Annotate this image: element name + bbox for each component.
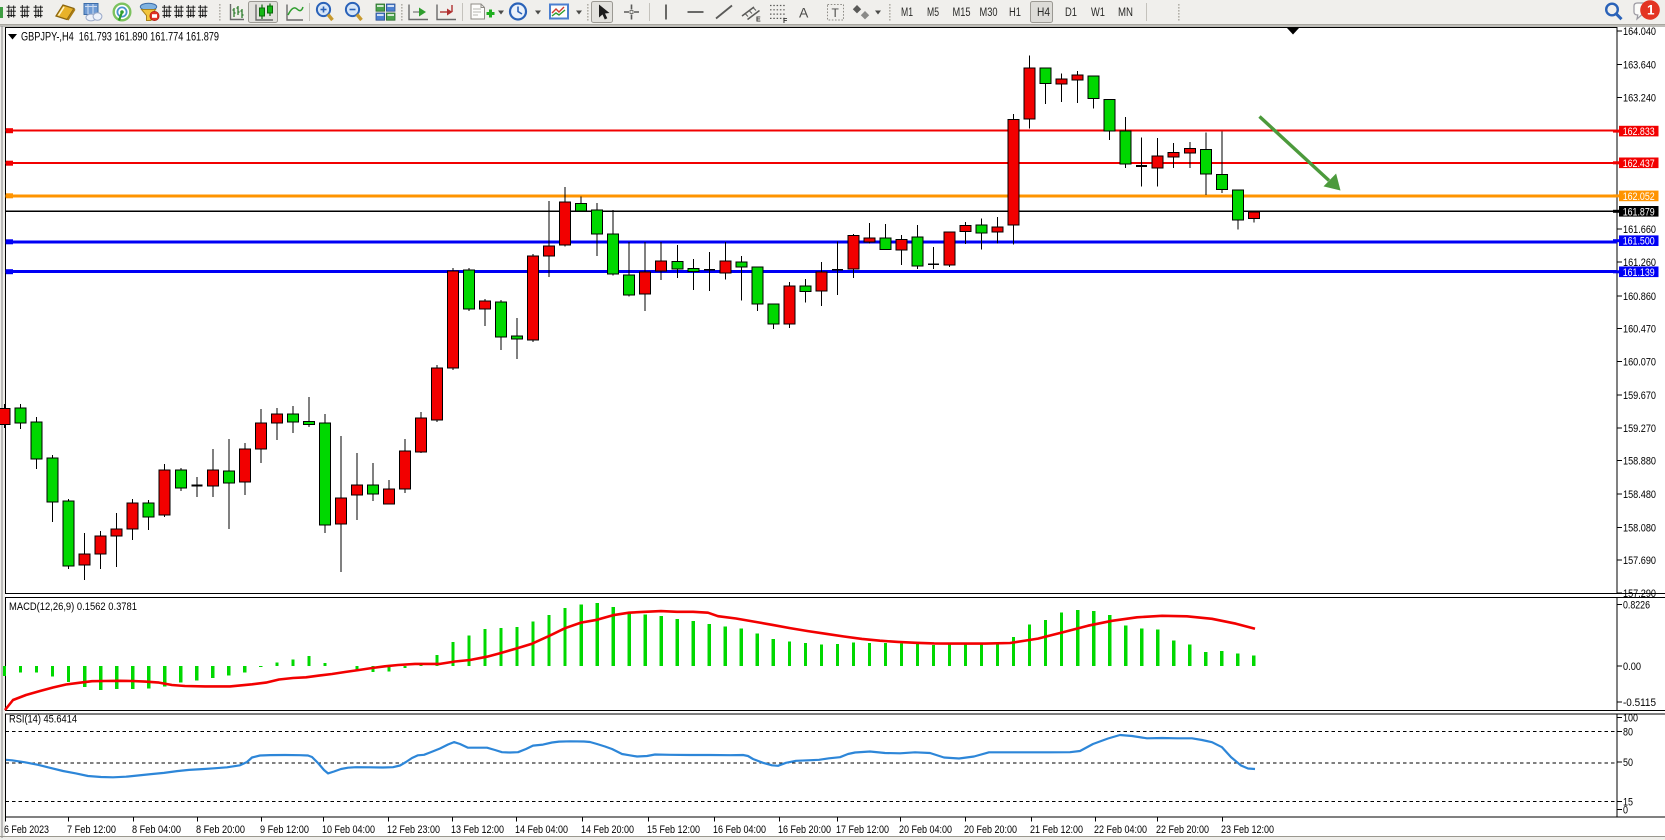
svg-text:22 Feb 04:00: 22 Feb 04:00 <box>1094 824 1147 836</box>
svg-text:163.640: 163.640 <box>1623 59 1656 71</box>
svg-text:158.880: 158.880 <box>1623 456 1656 468</box>
svg-text:161.660: 161.660 <box>1623 224 1656 236</box>
svg-text:161.139: 161.139 <box>1623 267 1655 279</box>
svg-text:-0.5115: -0.5115 <box>1623 697 1656 709</box>
svg-text:E: E <box>756 17 761 24</box>
svg-text:157.290: 157.290 <box>1623 588 1656 600</box>
svg-text:50: 50 <box>1623 757 1633 769</box>
svg-text:0.00: 0.00 <box>1623 661 1641 673</box>
svg-text:17 Feb 12:00: 17 Feb 12:00 <box>836 824 889 836</box>
svg-text:159.270: 159.270 <box>1623 423 1656 435</box>
svg-text:14 Feb 04:00: 14 Feb 04:00 <box>515 824 568 836</box>
svg-text:7 Feb 12:00: 7 Feb 12:00 <box>67 824 116 836</box>
svg-text:9 Feb 12:00: 9 Feb 12:00 <box>260 824 309 836</box>
svg-text:163.240: 163.240 <box>1623 93 1656 105</box>
svg-text:MACD(12,26,9) 0.1562 0.3781: MACD(12,26,9) 0.1562 0.3781 <box>9 601 137 613</box>
svg-text:20 Feb 20:00: 20 Feb 20:00 <box>964 824 1017 836</box>
svg-text:164.040: 164.040 <box>1623 26 1656 38</box>
svg-text:RSI(14) 45.6414: RSI(14) 45.6414 <box>9 714 77 726</box>
svg-text:23 Feb 12:00: 23 Feb 12:00 <box>1221 824 1274 836</box>
svg-text:A: A <box>799 5 809 21</box>
svg-text:M5: M5 <box>927 7 939 19</box>
svg-text:161.500: 161.500 <box>1623 236 1655 248</box>
svg-text:21 Feb 12:00: 21 Feb 12:00 <box>1030 824 1083 836</box>
svg-text:6 Feb 2023: 6 Feb 2023 <box>4 824 49 836</box>
svg-text:16 Feb 04:00: 16 Feb 04:00 <box>713 824 766 836</box>
svg-text:161.879: 161.879 <box>1623 206 1655 218</box>
svg-text:13 Feb 12:00: 13 Feb 12:00 <box>451 824 504 836</box>
svg-text:M15: M15 <box>953 7 971 19</box>
svg-text:M1: M1 <box>901 7 913 19</box>
svg-text:14 Feb 20:00: 14 Feb 20:00 <box>581 824 634 836</box>
svg-text:F: F <box>783 18 788 25</box>
svg-text:160.070: 160.070 <box>1623 357 1656 369</box>
svg-text:80: 80 <box>1623 726 1633 738</box>
svg-text:157.690: 157.690 <box>1623 555 1656 567</box>
svg-text:D1: D1 <box>1065 7 1077 19</box>
svg-text:162.052: 162.052 <box>1623 191 1655 203</box>
svg-text:15: 15 <box>1623 797 1633 809</box>
svg-text:12 Feb 23:00: 12 Feb 23:00 <box>387 824 440 836</box>
svg-text:100: 100 <box>1623 712 1638 724</box>
svg-text:8 Feb 04:00: 8 Feb 04:00 <box>132 824 181 836</box>
svg-text:22 Feb 20:00: 22 Feb 20:00 <box>1156 824 1209 836</box>
svg-text:MN: MN <box>1118 7 1133 19</box>
svg-text:162.833: 162.833 <box>1623 126 1655 138</box>
svg-text:1: 1 <box>1647 3 1655 18</box>
svg-text:H1: H1 <box>1009 7 1021 19</box>
svg-text:160.470: 160.470 <box>1623 323 1656 335</box>
svg-text:GBPJPY-,H4 161.793 161.890 16: GBPJPY-,H4 161.793 161.890 161.774 161.8… <box>21 31 219 43</box>
svg-text:16 Feb 20:00: 16 Feb 20:00 <box>778 824 831 836</box>
svg-text:H4: H4 <box>1037 7 1051 19</box>
svg-text:0: 0 <box>1623 805 1628 817</box>
svg-text:0.8226: 0.8226 <box>1623 600 1650 612</box>
svg-text:15 Feb 12:00: 15 Feb 12:00 <box>647 824 700 836</box>
svg-text:T: T <box>832 6 840 20</box>
svg-text:158.080: 158.080 <box>1623 522 1656 534</box>
svg-text:20 Feb 04:00: 20 Feb 04:00 <box>899 824 952 836</box>
svg-text:159.670: 159.670 <box>1623 390 1656 402</box>
svg-text:8 Feb 20:00: 8 Feb 20:00 <box>196 824 245 836</box>
svg-text:162.437: 162.437 <box>1623 158 1655 170</box>
svg-text:W1: W1 <box>1091 7 1105 19</box>
svg-text:158.480: 158.480 <box>1623 489 1656 501</box>
svg-text:160.860: 160.860 <box>1623 291 1656 303</box>
svg-text:161.260: 161.260 <box>1623 257 1656 269</box>
svg-text:10 Feb 04:00: 10 Feb 04:00 <box>322 824 375 836</box>
svg-text:M30: M30 <box>980 7 998 19</box>
